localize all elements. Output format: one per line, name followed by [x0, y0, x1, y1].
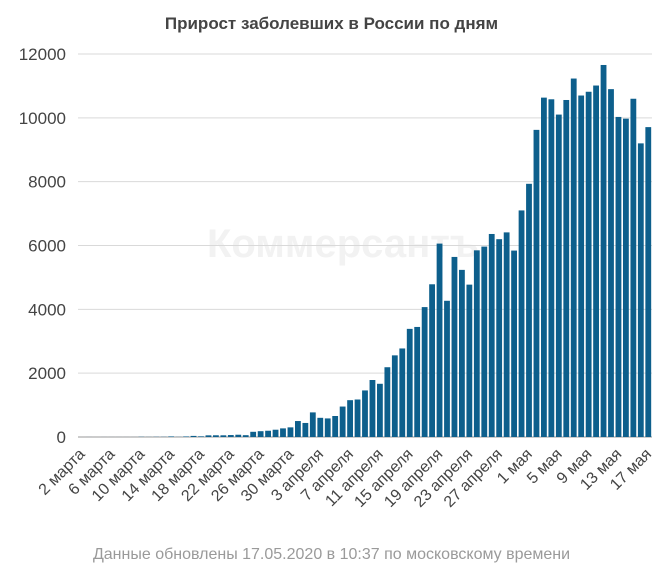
bar: [481, 246, 488, 437]
bar: [235, 434, 242, 437]
y-tick-label: 2000: [28, 364, 66, 383]
bar: [302, 422, 309, 437]
bar: [384, 367, 391, 437]
y-tick-label: 6000: [28, 237, 66, 256]
bar: [630, 98, 637, 437]
bar: [451, 256, 458, 437]
bar: [608, 89, 614, 437]
bar: [645, 127, 652, 438]
bar: [585, 91, 592, 437]
bar: [593, 85, 599, 437]
bar: [518, 210, 525, 437]
bar: [183, 436, 189, 437]
bar: [578, 95, 585, 438]
bar: [459, 269, 465, 437]
bar: [496, 239, 503, 437]
bar: [332, 416, 339, 437]
bar: [533, 129, 540, 437]
y-tick-label: 4000: [28, 300, 66, 319]
bar: [637, 143, 644, 437]
bar: [354, 399, 361, 437]
bar: [309, 412, 316, 437]
bar: [265, 430, 271, 437]
update-footnote: Данные обновлены 17.05.2020 в 10:37 по м…: [92, 546, 571, 563]
bar: [563, 99, 570, 438]
bar: [190, 435, 197, 437]
bar: [488, 233, 495, 437]
bar: [287, 427, 294, 437]
bar: [213, 435, 219, 437]
bar: [317, 417, 324, 437]
bar: [503, 232, 510, 437]
y-tick-label: 0: [57, 428, 66, 447]
bar: [399, 348, 406, 437]
bar: [548, 99, 555, 437]
bar: [220, 435, 227, 437]
bar: [600, 64, 607, 437]
bar: [369, 380, 376, 437]
bar: [198, 436, 204, 437]
bar: [377, 383, 383, 437]
bar: [339, 406, 346, 437]
bar: [436, 243, 443, 437]
bar: [272, 429, 279, 437]
bar: [615, 116, 622, 437]
watermark: Коммерсантъ: [207, 222, 479, 266]
bar: [623, 118, 629, 437]
bar: [257, 431, 264, 437]
bar: [473, 250, 480, 437]
bar: [421, 307, 428, 437]
chart-title: Прирост заболевших в России по дням: [164, 14, 499, 33]
bar: [295, 421, 301, 437]
bar: [444, 300, 450, 437]
bar: [570, 78, 577, 437]
y-tick-label: 12000: [19, 45, 66, 64]
bar: [555, 114, 562, 437]
bar: [429, 284, 435, 437]
bar: [414, 326, 421, 437]
bar: [324, 418, 331, 437]
bar: [511, 250, 517, 437]
bar: [227, 435, 234, 437]
bar: [541, 97, 547, 437]
y-tick-label: 8000: [28, 173, 66, 192]
bar: [406, 328, 413, 437]
bar: [250, 431, 257, 437]
bar: [466, 284, 473, 437]
y-tick-label: 10000: [19, 109, 66, 128]
bar: [391, 355, 398, 437]
bar: [362, 390, 368, 437]
y-axis-ticks: 0 2000 4000 6000 8000 10000 12000: [19, 45, 66, 447]
bars: [86, 64, 652, 438]
bar: [347, 400, 353, 437]
bar: [280, 428, 286, 437]
bar: [205, 435, 212, 437]
bar: [526, 183, 532, 437]
bar: [168, 436, 175, 437]
bar: [242, 435, 249, 437]
